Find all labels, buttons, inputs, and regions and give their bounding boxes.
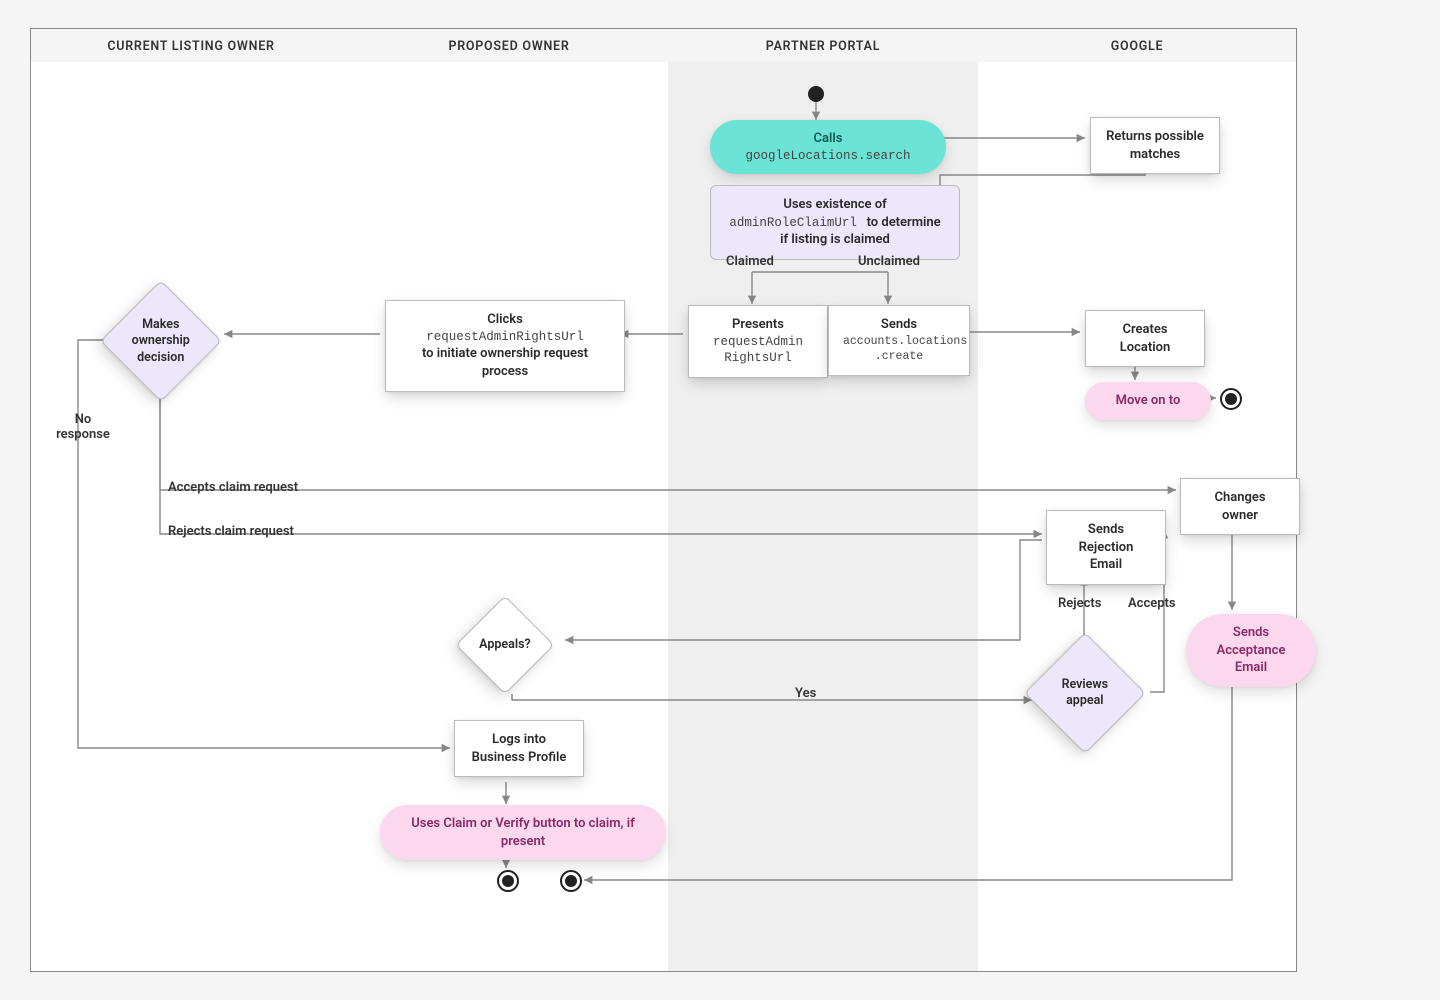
node-move-on: Move on to <box>1085 382 1211 420</box>
label: Sends Rejection Email <box>1079 522 1134 572</box>
node-uses-claim-btn: Uses Claim or Verify button to claim, if… <box>380 805 666 860</box>
label: Returns possible matches <box>1106 129 1204 162</box>
end-node-move <box>1220 388 1242 410</box>
lane-header-partner-portal: PARTNER PORTAL <box>668 28 979 64</box>
label: Logs into Business Profile <box>472 732 567 765</box>
label: Makes ownership decision <box>119 317 203 366</box>
label-mono: requestAdminRightsUrl <box>400 329 610 346</box>
node-logs-into-bp: Logs into Business Profile <box>454 720 584 777</box>
edge-label-accepts-claim: Accepts claim request <box>168 480 298 495</box>
edge-label-rejects-claim: Rejects claim request <box>168 524 294 539</box>
edge-label-yes: Yes <box>795 686 816 701</box>
node-sends-acceptance: Sends Acceptance Email <box>1186 614 1316 687</box>
label-l1: Clicks <box>400 311 610 329</box>
label: Uses Claim or Verify button to claim, if… <box>411 816 635 849</box>
node-sends-rejection: Sends Rejection Email <box>1046 510 1166 585</box>
lane-body-current-owner <box>30 62 352 972</box>
end-node-accept <box>560 870 582 892</box>
flowchart-canvas: CURRENT LISTING OWNER PROPOSED OWNER PAR… <box>0 0 1440 1000</box>
node-calls-search: Calls googleLocations.search <box>710 120 946 174</box>
label-mono2: RightsUrl <box>703 350 813 367</box>
node-creates-location: Creates Location <box>1085 310 1205 367</box>
label: Reviews appeal <box>1043 677 1127 710</box>
label-l3: to initiate ownership request process <box>400 345 610 380</box>
label-l1: Sends <box>843 316 955 334</box>
end-node-claim <box>497 870 519 892</box>
label-l3 <box>860 215 863 230</box>
label-l1: Uses existence of <box>725 196 945 214</box>
label-l1: Presents <box>703 316 813 334</box>
edge-label-no-response: No response <box>48 412 118 442</box>
node-sends-create: Sends accounts.locations .create <box>828 305 970 376</box>
node-changes-owner: Changes owner <box>1180 478 1300 535</box>
label: Move on to <box>1116 393 1181 408</box>
edge-label-unclaimed: Unclaimed <box>858 254 920 269</box>
edge-label-accepts: Accepts <box>1128 596 1176 611</box>
label: Appeals? <box>471 637 539 653</box>
node-clicks-request: Clicks requestAdminRightsUrl to initiate… <box>385 300 625 392</box>
label: Creates Location <box>1120 322 1171 355</box>
label-mono: adminRoleClaimUrl <box>729 216 857 230</box>
edge-label-claimed: Claimed <box>726 254 774 269</box>
node-returns-matches: Returns possible matches <box>1090 117 1220 174</box>
label: Calls <box>728 130 928 148</box>
label-mono: googleLocations.search <box>728 148 928 165</box>
lane-header-current-owner: CURRENT LISTING OWNER <box>30 28 352 64</box>
label-mono1: requestAdmin <box>703 334 813 351</box>
node-uses-existence: Uses existence of adminRoleClaimUrl to d… <box>710 185 960 260</box>
start-node <box>808 86 824 102</box>
node-presents-url: Presents requestAdmin RightsUrl <box>688 305 828 378</box>
label-mono2: .create <box>843 349 955 365</box>
lane-header-proposed-owner: PROPOSED OWNER <box>350 28 669 64</box>
edge-label-rejects: Rejects <box>1058 596 1101 611</box>
label-mono1: accounts.locations <box>843 334 955 350</box>
label: Changes owner <box>1214 490 1265 523</box>
lane-header-google: GOOGLE <box>978 28 1297 64</box>
label: Sends Acceptance Email <box>1217 625 1286 675</box>
